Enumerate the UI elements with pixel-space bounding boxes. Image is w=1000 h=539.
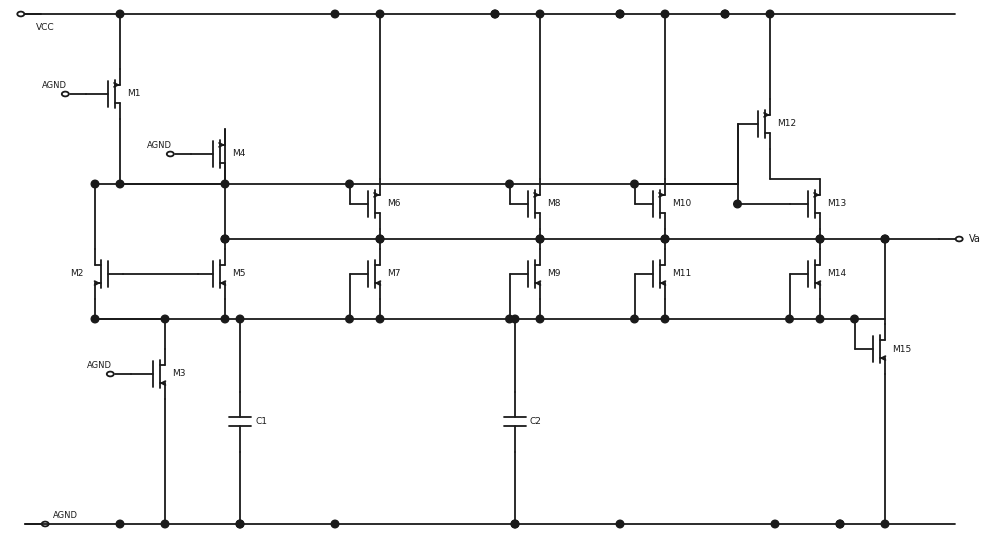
Circle shape xyxy=(661,235,669,243)
Circle shape xyxy=(536,10,544,18)
Circle shape xyxy=(881,235,889,243)
Text: C1: C1 xyxy=(255,417,267,426)
Circle shape xyxy=(491,10,499,18)
Circle shape xyxy=(721,10,729,18)
Text: AGND: AGND xyxy=(146,141,172,149)
Circle shape xyxy=(376,235,384,243)
Circle shape xyxy=(91,180,99,188)
Text: M8: M8 xyxy=(547,199,560,209)
Circle shape xyxy=(236,520,244,528)
Circle shape xyxy=(506,315,513,323)
Text: Va: Va xyxy=(969,234,981,244)
Circle shape xyxy=(511,315,519,323)
Circle shape xyxy=(766,10,774,18)
Circle shape xyxy=(631,315,638,323)
Circle shape xyxy=(91,315,99,323)
Circle shape xyxy=(221,235,229,243)
Text: M4: M4 xyxy=(232,149,245,158)
Text: M11: M11 xyxy=(672,270,691,279)
Text: VCC: VCC xyxy=(36,23,55,31)
Circle shape xyxy=(836,520,844,528)
Text: M6: M6 xyxy=(387,199,400,209)
Circle shape xyxy=(511,520,519,528)
Circle shape xyxy=(836,520,844,528)
Circle shape xyxy=(236,520,244,528)
Circle shape xyxy=(116,520,124,528)
Text: M5: M5 xyxy=(232,270,246,279)
Circle shape xyxy=(616,10,624,18)
Circle shape xyxy=(536,235,544,243)
Circle shape xyxy=(816,235,824,243)
Circle shape xyxy=(221,315,229,323)
Text: M1: M1 xyxy=(127,89,140,99)
Circle shape xyxy=(376,10,384,18)
Circle shape xyxy=(536,315,544,323)
Text: M15: M15 xyxy=(892,344,911,354)
Circle shape xyxy=(661,315,669,323)
Circle shape xyxy=(616,10,624,18)
Text: M13: M13 xyxy=(827,199,846,209)
Circle shape xyxy=(346,180,353,188)
Circle shape xyxy=(816,315,824,323)
Text: M7: M7 xyxy=(387,270,400,279)
Text: M9: M9 xyxy=(547,270,560,279)
Circle shape xyxy=(771,520,779,528)
Circle shape xyxy=(161,315,169,323)
Circle shape xyxy=(491,10,499,18)
Circle shape xyxy=(116,180,124,188)
Circle shape xyxy=(661,235,669,243)
Circle shape xyxy=(376,235,384,243)
Circle shape xyxy=(346,315,353,323)
Circle shape xyxy=(236,315,244,323)
Text: AGND: AGND xyxy=(53,510,78,520)
Circle shape xyxy=(221,180,229,188)
Circle shape xyxy=(116,10,124,18)
Circle shape xyxy=(851,315,858,323)
Circle shape xyxy=(331,520,339,528)
Circle shape xyxy=(734,200,741,208)
Circle shape xyxy=(511,520,519,528)
Circle shape xyxy=(881,235,889,243)
Circle shape xyxy=(881,520,889,528)
Text: M14: M14 xyxy=(827,270,846,279)
Text: C2: C2 xyxy=(530,417,542,426)
Text: AGND: AGND xyxy=(42,80,67,89)
Circle shape xyxy=(816,235,824,243)
Circle shape xyxy=(661,10,669,18)
Circle shape xyxy=(786,315,793,323)
Circle shape xyxy=(721,10,729,18)
Circle shape xyxy=(506,180,513,188)
Circle shape xyxy=(536,235,544,243)
Text: M3: M3 xyxy=(172,370,186,378)
Circle shape xyxy=(161,520,169,528)
Circle shape xyxy=(221,235,229,243)
Text: M12: M12 xyxy=(777,120,796,128)
Circle shape xyxy=(376,315,384,323)
Circle shape xyxy=(616,520,624,528)
Circle shape xyxy=(631,180,638,188)
Text: M10: M10 xyxy=(672,199,691,209)
Circle shape xyxy=(331,10,339,18)
Text: M2: M2 xyxy=(70,270,83,279)
Text: AGND: AGND xyxy=(87,361,112,370)
